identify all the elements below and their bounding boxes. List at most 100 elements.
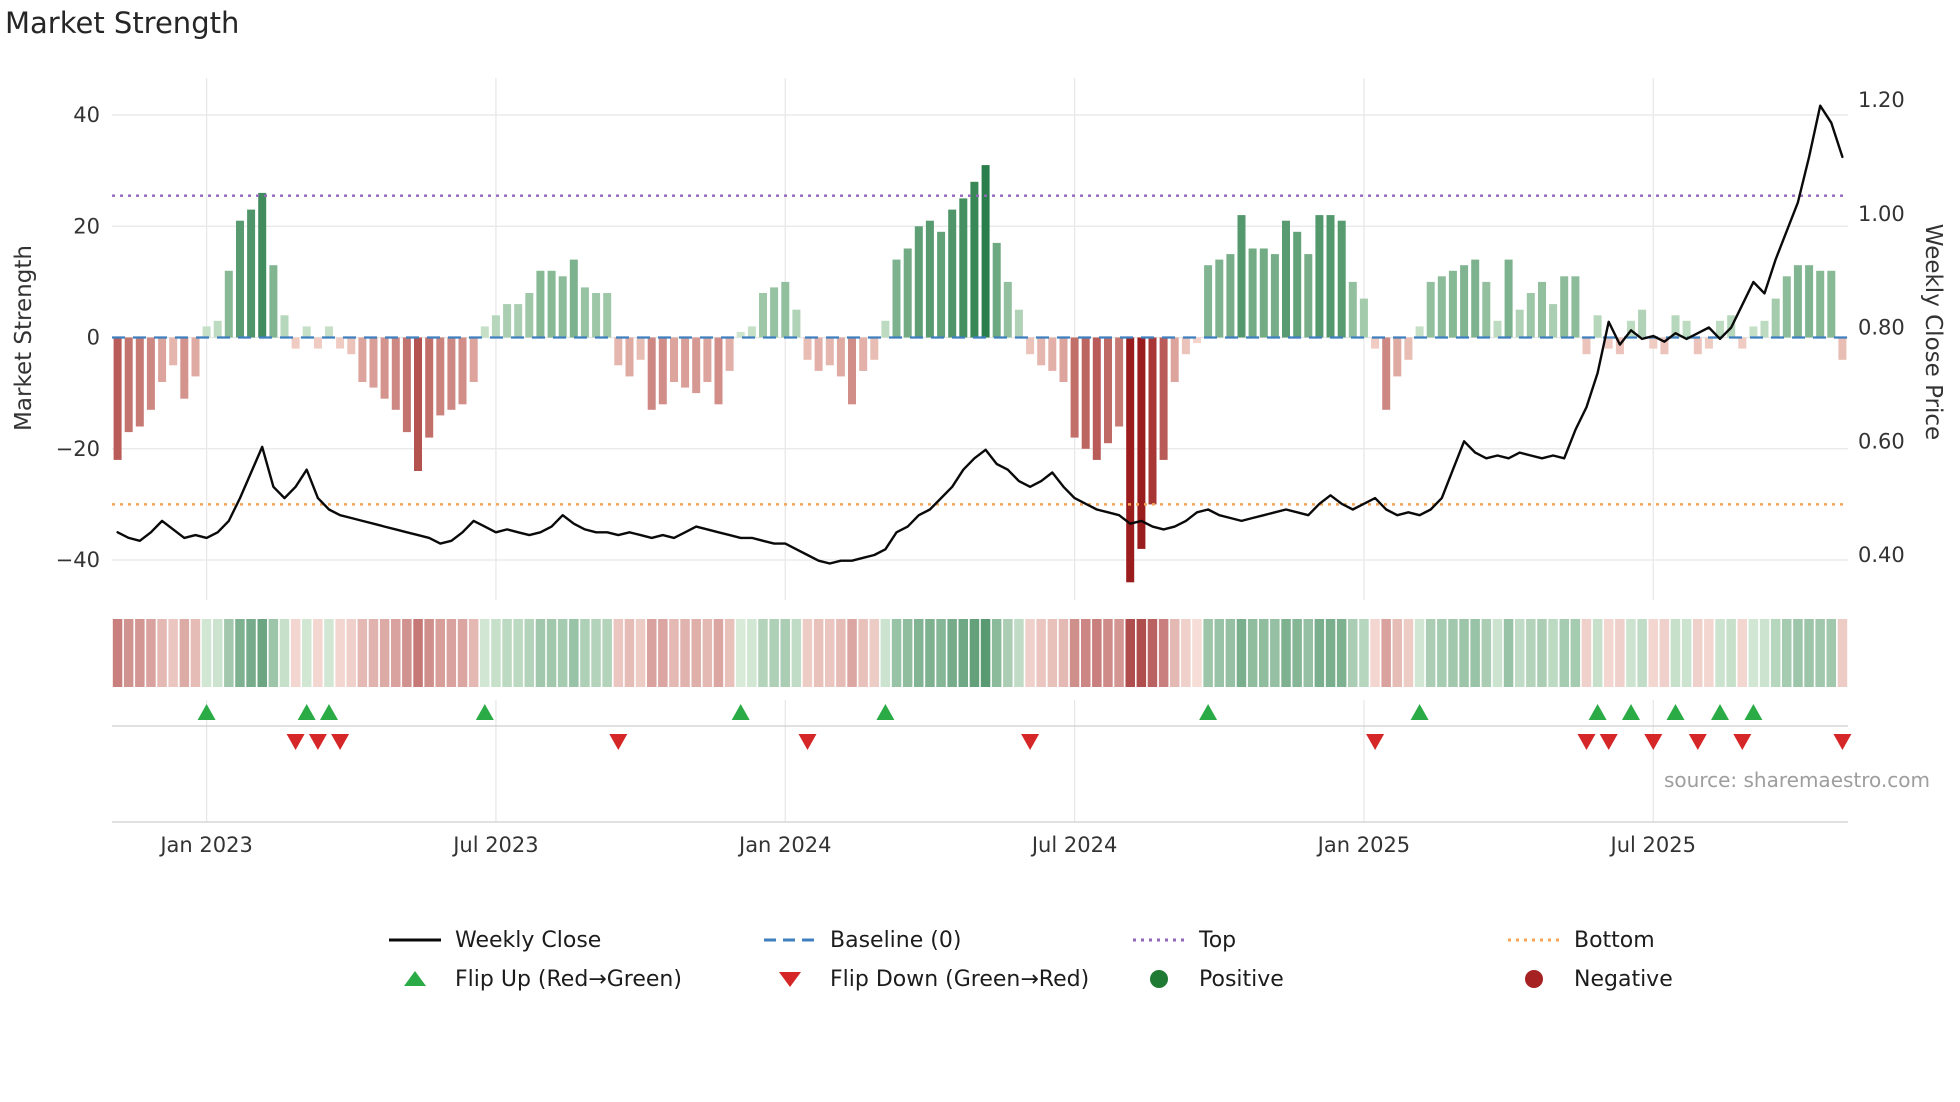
legend-label-negative: Negative <box>1574 966 1673 992</box>
strength-bar <box>158 337 167 382</box>
positive-dot-icon <box>1150 970 1168 988</box>
legend-item-flip-down: Flip Down (Green→Red) <box>762 964 1089 994</box>
heatmap-cell <box>146 619 156 687</box>
strength-bar <box>1749 326 1758 338</box>
strength-bar <box>948 209 957 338</box>
flip-up-marker <box>1711 704 1729 720</box>
heatmap-cell <box>1515 619 1525 687</box>
negative-dot-icon <box>1525 970 1543 988</box>
heatmap-cell <box>891 619 902 687</box>
strength-bar <box>213 320 222 338</box>
heatmap-cell <box>1225 619 1236 687</box>
heatmap-cell <box>190 619 201 687</box>
strength-bar <box>313 337 322 349</box>
heatmap-cell <box>279 619 290 687</box>
legend-item-top: Top <box>1131 925 1236 955</box>
heatmap-cell <box>324 619 334 687</box>
heatmap-cell <box>969 619 980 687</box>
strength-bar <box>803 337 812 360</box>
strength-bar <box>480 326 489 338</box>
y-tick-label-right: 0.40 <box>1858 543 1905 567</box>
weekly-close-line <box>116 104 1844 565</box>
strength-bar <box>970 181 979 338</box>
strength-bar <box>236 220 244 338</box>
legend-item-weekly-close: Weekly Close <box>387 925 601 955</box>
heatmap-cell <box>1503 619 1514 687</box>
flip-up-marker <box>197 704 216 720</box>
strength-bar <box>1482 281 1491 338</box>
heatmap-cell <box>368 619 379 687</box>
strength-bar <box>1059 337 1068 382</box>
heatmap-cell <box>902 619 913 687</box>
heatmap-cell <box>112 619 123 687</box>
flip-up-marker <box>320 704 338 720</box>
strength-bar <box>1593 315 1602 338</box>
strength-bar <box>1771 298 1780 338</box>
strength-bar <box>1604 337 1613 349</box>
heatmap-cell <box>769 619 779 687</box>
heatmap-cell <box>302 619 312 687</box>
heatmap-cell <box>1681 619 1692 687</box>
heatmap-cell <box>1581 619 1592 687</box>
strength-bar <box>1760 320 1769 338</box>
strength-bar <box>870 337 879 360</box>
heatmap-cell <box>1481 619 1492 687</box>
strength-bar <box>859 337 868 371</box>
heatmap-cell <box>591 619 601 687</box>
heatmap-cell <box>1214 619 1224 687</box>
left-axis-title: Market Strength <box>11 245 37 431</box>
legend-label-positive: Positive <box>1199 966 1284 992</box>
strength-bar <box>1359 298 1368 338</box>
heatmap-cell <box>1314 619 1325 687</box>
y-tick-label-right: 1.20 <box>1858 88 1905 112</box>
heatmap-cell <box>290 619 301 687</box>
heatmap-cell <box>1336 619 1347 687</box>
heatmap-cell <box>1837 619 1848 687</box>
strength-bar <box>636 337 645 360</box>
heatmap-cell <box>391 619 401 687</box>
strength-bar <box>736 331 745 338</box>
strength-bar <box>681 337 690 388</box>
heatmap-cell <box>825 619 835 687</box>
heatmap-cell <box>457 619 468 687</box>
heatmap-cell <box>201 619 212 687</box>
heatmap-cell <box>213 619 223 687</box>
strength-bar <box>747 326 756 338</box>
strength-bar <box>1237 215 1246 338</box>
heatmap-cell <box>168 619 178 687</box>
heatmap-cell <box>257 619 267 687</box>
flip_up-swatch-shape <box>404 971 426 986</box>
legend-item-negative: Negative <box>1506 964 1673 994</box>
heatmap-cell <box>446 619 457 687</box>
strength-bar <box>1248 248 1257 338</box>
heatmap-cell <box>179 619 190 687</box>
x-tick-label: Jul 2024 <box>1030 833 1117 857</box>
strength-bar <box>302 326 311 338</box>
strength-bar <box>1282 220 1290 338</box>
strength-bar <box>1638 309 1647 338</box>
heatmap-cell <box>224 619 234 687</box>
heatmap-cell <box>1170 619 1180 687</box>
heatmap-cell <box>869 619 879 687</box>
heatmap-cell <box>1782 619 1792 687</box>
strength-bar <box>1615 337 1624 355</box>
heatmap-cell <box>379 619 390 687</box>
heatmap-cell <box>1047 619 1058 687</box>
strength-bar <box>224 270 233 338</box>
strength-bar <box>336 337 345 349</box>
heatmap-cell <box>947 619 957 687</box>
heatmap-cell <box>1114 619 1124 687</box>
heatmap-cell <box>1292 619 1302 687</box>
source-credit: source: sharemaestro.com <box>1664 768 1930 792</box>
heatmap-cell <box>535 619 546 687</box>
flip-up-marker <box>1666 704 1685 720</box>
strength-bar <box>1137 337 1146 549</box>
strength-bar <box>536 270 545 338</box>
strength-bar <box>1460 265 1469 338</box>
strength-bar <box>1014 309 1023 338</box>
heatmap-cell <box>602 619 612 687</box>
heatmap-cell <box>1559 619 1569 687</box>
heatmap-cell <box>780 619 790 687</box>
strength-bar <box>191 337 200 377</box>
y-tick-label-right: 0.60 <box>1858 429 1905 453</box>
